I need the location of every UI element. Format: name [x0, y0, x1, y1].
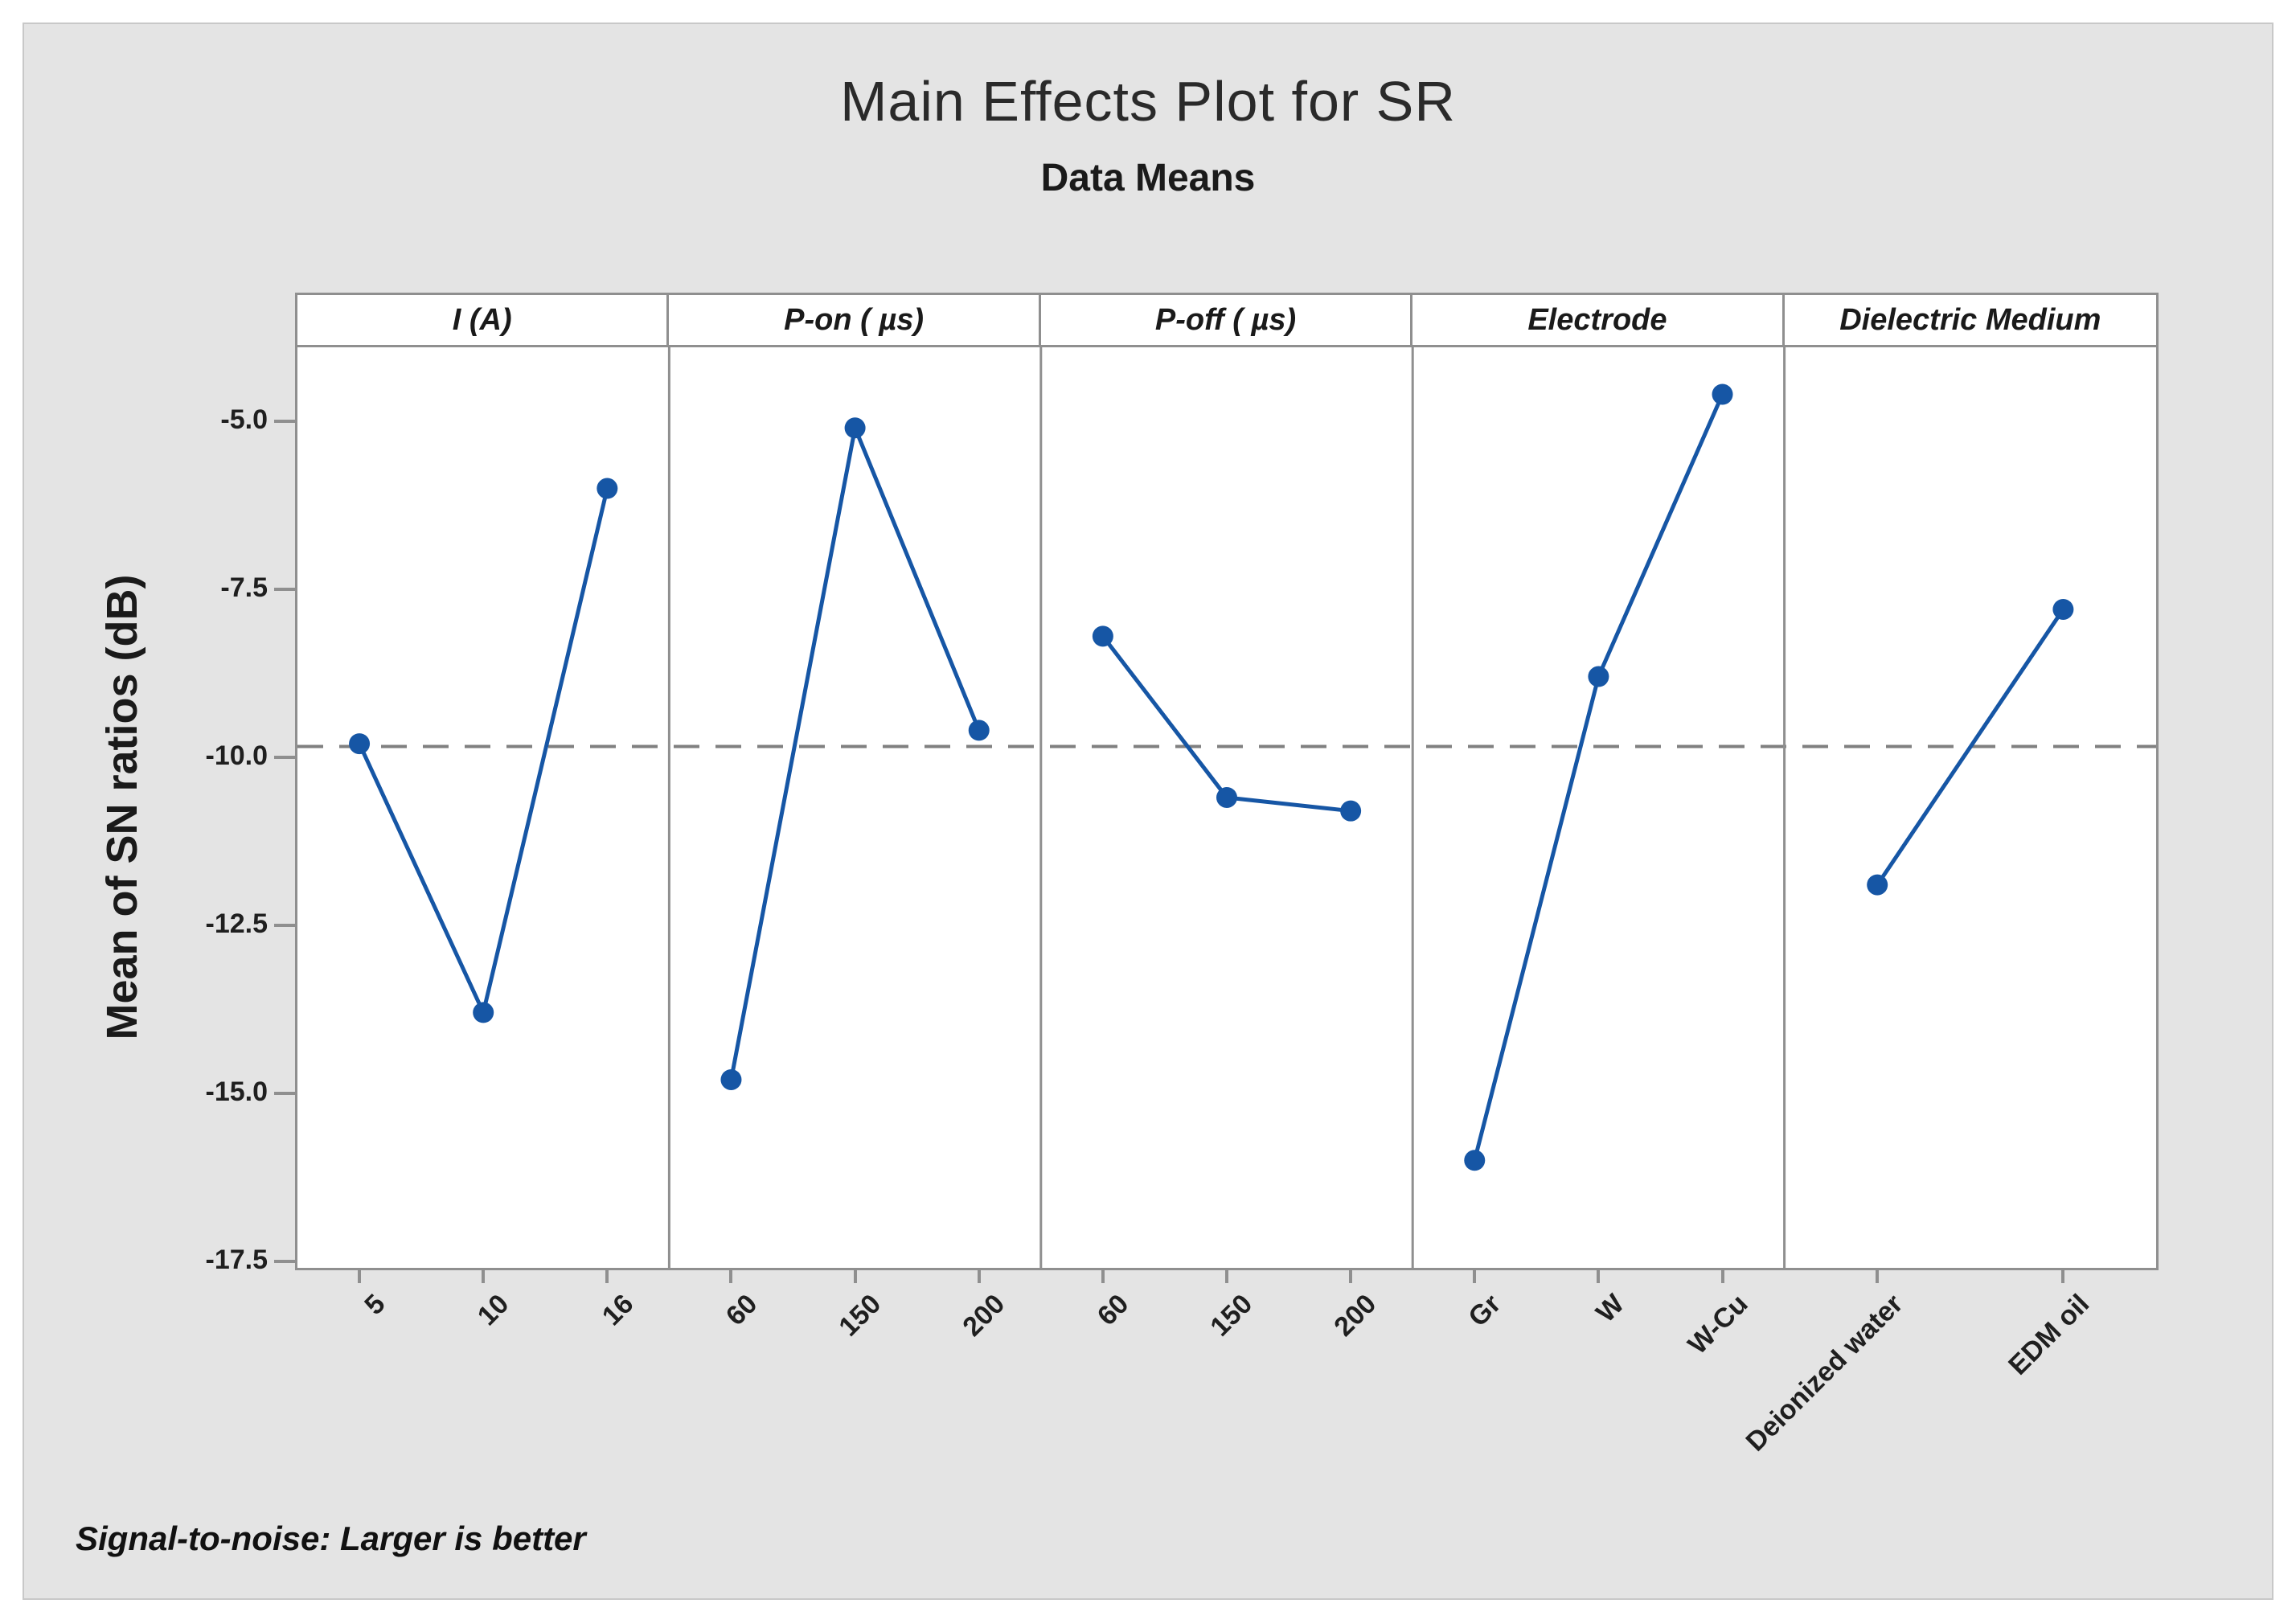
x-tick-label: Deionized water [1740, 1288, 1909, 1458]
x-tick-mark [482, 1270, 486, 1283]
x-tick-label: 200 [1328, 1288, 1383, 1343]
y-tick-label: -17.5 [205, 1244, 269, 1275]
data-point [473, 1002, 494, 1023]
data-point [1867, 874, 1888, 896]
y-tick-mark [274, 923, 295, 927]
series-line [729, 420, 982, 1081]
data-point [1464, 1150, 1486, 1171]
panel-factor-label: P-off ( µs) [1154, 302, 1297, 337]
plot-background-panel: Main Effects Plot for SR Data Means Mean… [23, 23, 2273, 1600]
panel-header-cell: I (A) [297, 295, 670, 345]
panel-header-row: I (A) P-on ( µs) P-off ( µs) Electrode Diele… [297, 295, 2157, 347]
data-point [1216, 786, 1237, 808]
y-tick-mark [274, 587, 295, 591]
x-tick-mark [1720, 1270, 1724, 1283]
x-tick-label: 150 [833, 1288, 888, 1343]
y-tick-label: -7.5 [220, 572, 268, 603]
panel-factor-label: Electrode [1527, 302, 1667, 337]
chart-title: Main Effects Plot for SR [840, 70, 1456, 133]
panel-factor-label: I (A) [452, 302, 512, 337]
series-line [1472, 393, 1724, 1161]
x-tick-label: W-Cu [1682, 1288, 1755, 1360]
x-tick-label: 5 [359, 1288, 392, 1321]
x-tick-mark [1225, 1270, 1228, 1283]
x-tick-label: 60 [1091, 1288, 1135, 1332]
data-point [1588, 666, 1609, 687]
x-tick-mark [1876, 1270, 1880, 1283]
data-point [844, 417, 866, 439]
x-tick-mark [2061, 1270, 2065, 1283]
footnote: Signal-to-noise: Larger is better [76, 1519, 586, 1557]
x-tick-label: Gr [1462, 1288, 1507, 1333]
y-tick-label: -10.0 [205, 740, 269, 771]
series-line [1876, 608, 2065, 887]
y-tick-mark [274, 1091, 295, 1095]
x-tick-label: W [1590, 1288, 1630, 1329]
x-tick-mark [1597, 1270, 1601, 1283]
plot-area: I (A) P-on ( µs) P-off ( µs) Electrode Diele… [295, 293, 2159, 1270]
data-point [597, 478, 618, 499]
data-point [968, 720, 990, 741]
panel-header-cell: Electrode [1412, 295, 1785, 345]
x-tick-mark [1473, 1270, 1477, 1283]
x-tick-mark [1101, 1270, 1105, 1283]
x-tick-label: 10 [472, 1288, 515, 1332]
data-point [1092, 625, 1113, 647]
y-tick-label: -15.0 [205, 1076, 269, 1107]
chart-canvas [297, 347, 2156, 1268]
panel-factor-label: P-on ( µs) [784, 302, 925, 337]
x-tick-mark [605, 1270, 609, 1283]
x-tick-label: 200 [957, 1288, 1011, 1343]
chart-subtitle: Data Means [1040, 157, 1256, 199]
y-axis-title: Mean of SN ratios (dB) [98, 574, 146, 1040]
data-point [1712, 383, 1733, 405]
panel-header-cell: P-on ( µs) [669, 295, 1041, 345]
y-tick-mark [274, 1259, 295, 1263]
panel-header-cell: Dielectric Medium [1784, 295, 2157, 345]
data-point [349, 733, 371, 755]
x-tick-label: 150 [1204, 1288, 1259, 1343]
plot-body [297, 347, 2156, 1268]
x-tick-mark [358, 1270, 362, 1283]
y-tick-label: -12.5 [205, 908, 269, 939]
data-point [720, 1068, 742, 1090]
x-tick-label: 16 [596, 1288, 639, 1332]
series-line [357, 487, 609, 1019]
data-point [1340, 800, 1362, 822]
x-tick-label: 60 [720, 1288, 764, 1332]
x-tick-mark [729, 1270, 733, 1283]
data-point [2052, 598, 2074, 620]
y-tick-label: -5.0 [220, 404, 268, 435]
panel-header-cell: P-off ( µs) [1040, 295, 1413, 345]
y-tick-mark [274, 755, 295, 759]
panel-factor-label: Dielectric Medium [1839, 302, 2101, 337]
x-tick-mark [1349, 1270, 1353, 1283]
x-tick-mark [977, 1270, 981, 1283]
x-tick-mark [853, 1270, 857, 1283]
y-tick-mark [274, 419, 295, 423]
series-line [1101, 634, 1351, 814]
x-tick-label: EDM oil [2002, 1288, 2095, 1381]
